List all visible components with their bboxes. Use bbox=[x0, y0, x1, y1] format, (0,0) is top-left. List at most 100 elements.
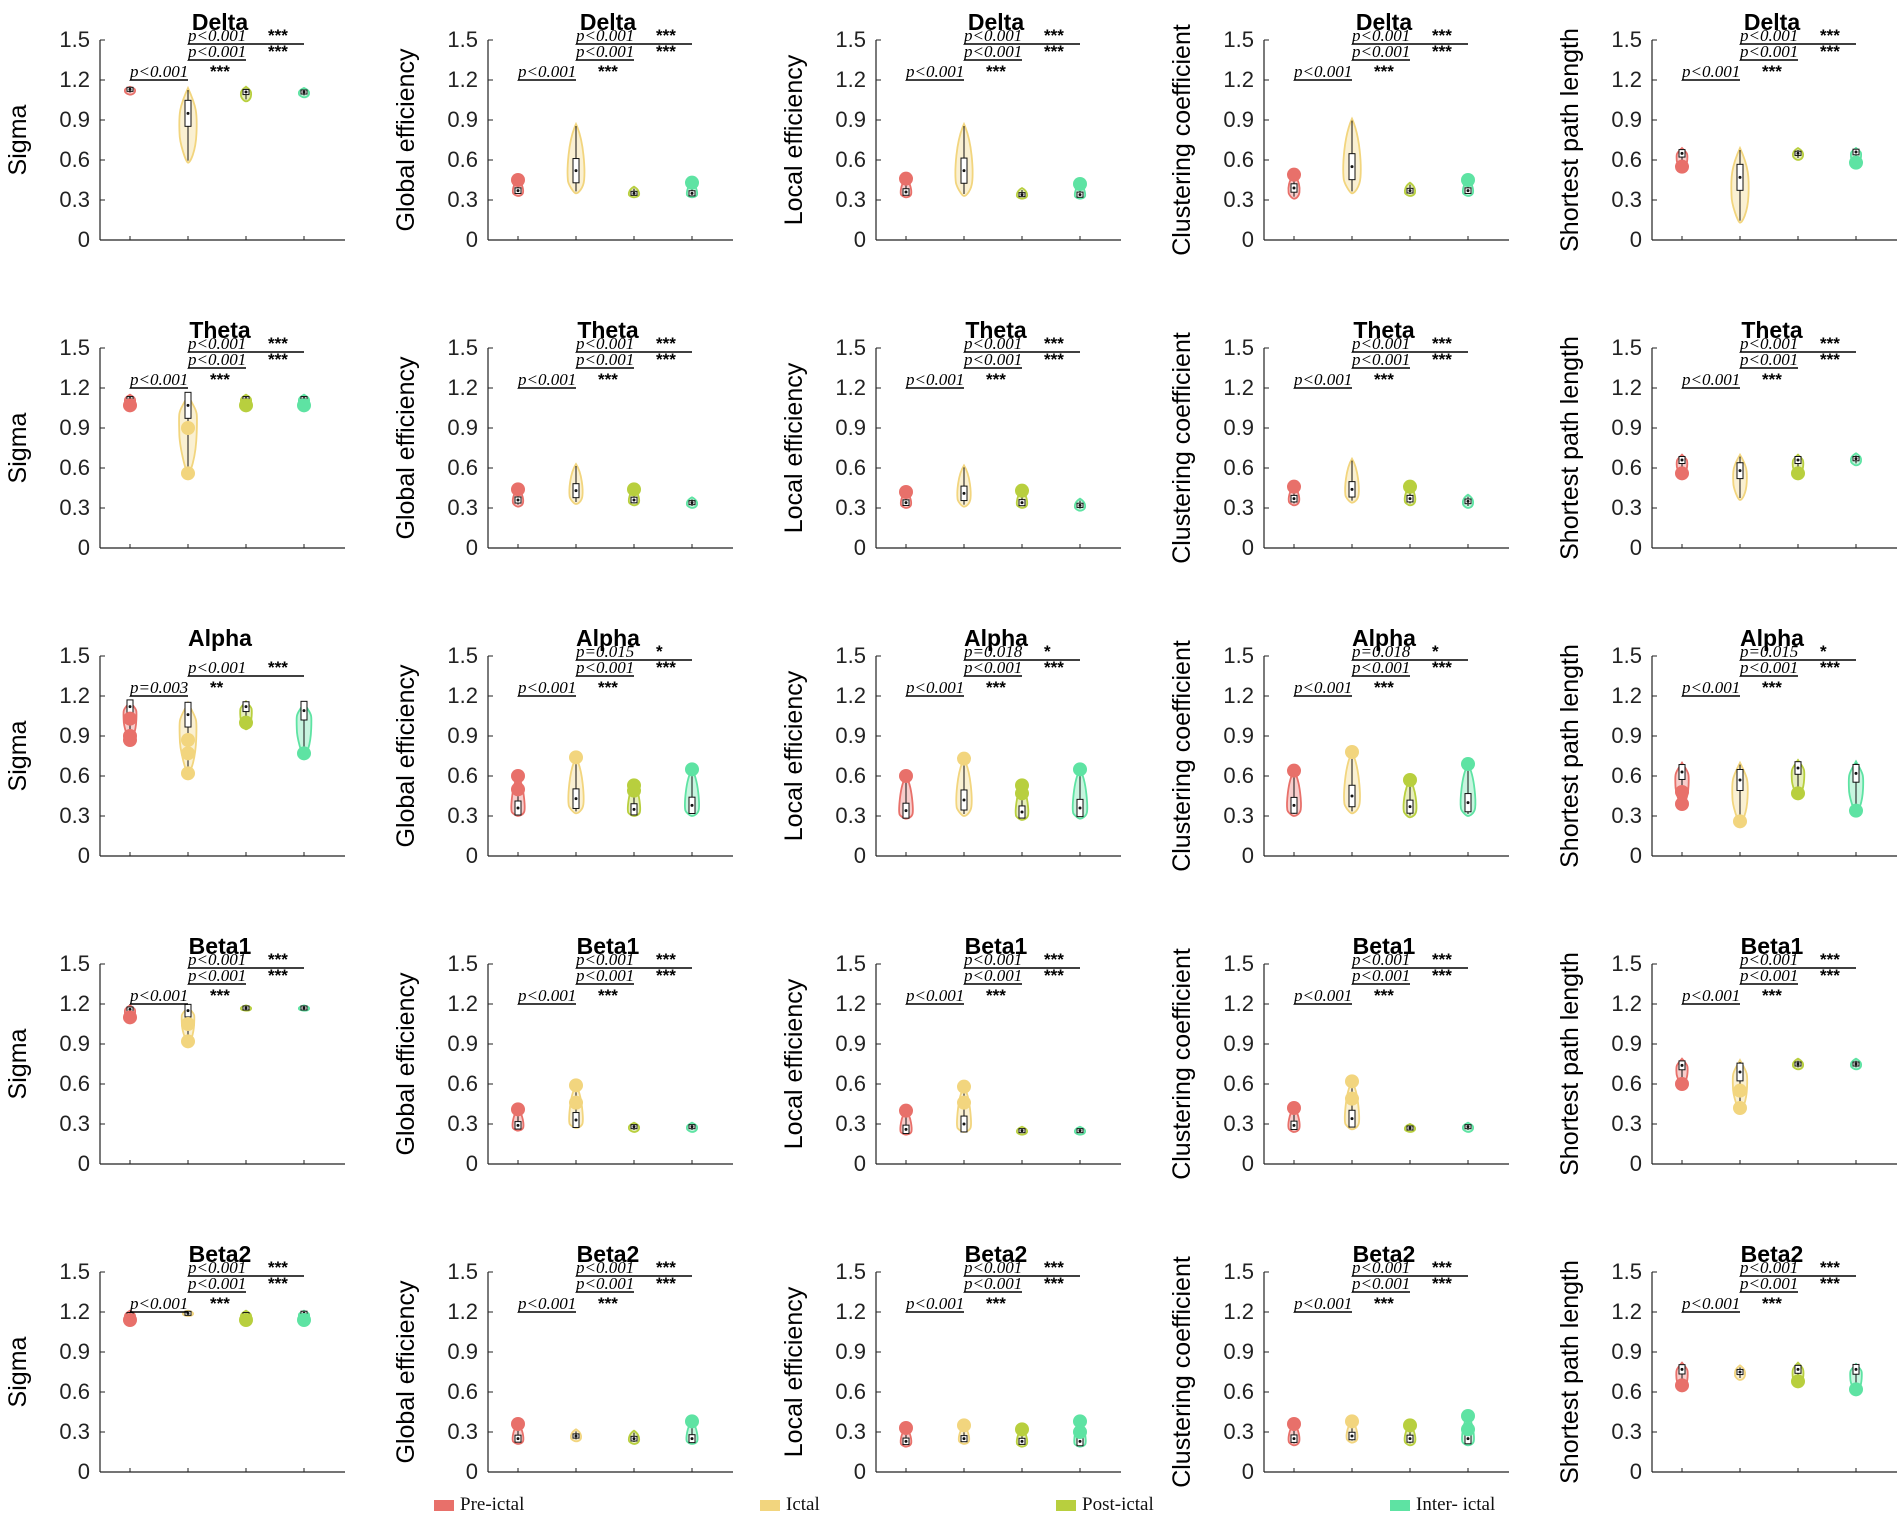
legend-item-inter-ictal: Inter- ictal bbox=[1390, 1494, 1495, 1516]
significance-label: p<0.001 bbox=[187, 966, 246, 985]
violin-median bbox=[574, 489, 578, 493]
significance-label: p<0.001 bbox=[1681, 986, 1740, 1005]
significance-stars: *** bbox=[598, 370, 618, 389]
legend-label-ictal: Ictal bbox=[786, 1494, 820, 1515]
y-axis-label: Local efficiency bbox=[780, 670, 808, 841]
significance-stars: * bbox=[656, 642, 663, 661]
y-tick-label: 1.5 bbox=[447, 951, 478, 976]
y-tick-label: 1.2 bbox=[59, 375, 90, 400]
outlier-point bbox=[181, 466, 195, 481]
outlier-point bbox=[1791, 466, 1805, 481]
significance-label: p<0.001 bbox=[517, 62, 576, 81]
violin-median bbox=[962, 169, 966, 173]
significance-stars: *** bbox=[1432, 1274, 1452, 1293]
chart-title: Alpha bbox=[576, 625, 640, 651]
y-tick-label: 0.9 bbox=[447, 1031, 478, 1056]
significance-label: p<0.001 bbox=[963, 1274, 1022, 1293]
significance-stars: *** bbox=[268, 26, 288, 45]
y-tick-label: 0.6 bbox=[1223, 1379, 1254, 1404]
outlier-point bbox=[1675, 466, 1689, 481]
chart-panel: Alpha Sigma 0 0.3 0.6 0.9 1.2 1.5 p=0.003 **p<0.0… bbox=[4, 625, 345, 868]
significance-label: p<0.001 bbox=[575, 26, 634, 45]
y-tick-label: 0 bbox=[1242, 843, 1254, 868]
y-tick-label: 0.9 bbox=[1611, 1339, 1642, 1364]
violin-median bbox=[574, 1434, 578, 1438]
legend-swatch-ictal bbox=[760, 1499, 780, 1511]
y-tick-label: 0.9 bbox=[59, 107, 90, 132]
y-tick-label: 1.2 bbox=[447, 1299, 478, 1324]
significance-label: p<0.001 bbox=[1739, 1258, 1798, 1277]
chart-title: Beta1 bbox=[1353, 933, 1416, 959]
significance-label: p<0.001 bbox=[963, 658, 1022, 677]
y-tick-label: 0.9 bbox=[447, 1339, 478, 1364]
significance-label: p<0.001 bbox=[575, 658, 634, 677]
violin-median bbox=[1078, 806, 1082, 810]
significance-stars: *** bbox=[1044, 334, 1064, 353]
significance-label: p=0.015 bbox=[1739, 642, 1798, 661]
chart-title: Beta1 bbox=[577, 933, 640, 959]
violin-median bbox=[632, 498, 636, 502]
chart-panel: Delta Shortest path length 0 0.3 0.6 0.9 1.2 1.… bbox=[1556, 9, 1897, 252]
y-tick-label: 0.6 bbox=[59, 763, 90, 788]
violin-median bbox=[904, 809, 908, 813]
significance-stars: *** bbox=[1432, 334, 1452, 353]
y-tick-label: 0.6 bbox=[1611, 763, 1642, 788]
outlier-point bbox=[511, 173, 525, 187]
significance-label: p<0.001 bbox=[129, 1294, 188, 1313]
chart-title: Delta bbox=[968, 9, 1024, 35]
y-tick-label: 1.5 bbox=[59, 1259, 90, 1284]
outlier-point bbox=[1287, 763, 1301, 778]
outlier-point bbox=[511, 782, 525, 797]
significance-stars: *** bbox=[1374, 62, 1394, 81]
violin-median bbox=[516, 806, 520, 810]
significance-label: p<0.001 bbox=[963, 950, 1022, 969]
violin-median bbox=[690, 501, 694, 505]
y-axis-label: Shortest path length bbox=[1556, 952, 1584, 1176]
significance-label: p<0.001 bbox=[963, 1258, 1022, 1277]
y-tick-label: 0.3 bbox=[1611, 1111, 1642, 1136]
y-tick-label: 0 bbox=[466, 1151, 478, 1176]
outlier-point bbox=[1461, 1422, 1475, 1437]
significance-stars: *** bbox=[1044, 658, 1064, 677]
violin-median bbox=[962, 491, 966, 495]
significance-stars: *** bbox=[1820, 966, 1840, 985]
violin-median bbox=[516, 498, 520, 502]
significance-label: p<0.001 bbox=[187, 1274, 246, 1293]
violin-median bbox=[690, 1437, 694, 1441]
outlier-point bbox=[957, 751, 971, 766]
outlier-point bbox=[1849, 803, 1863, 818]
significance-label: p<0.001 bbox=[129, 986, 188, 1005]
significance-stars: *** bbox=[986, 986, 1006, 1005]
significance-label: p<0.001 bbox=[575, 950, 634, 969]
y-axis-label: Global efficiency bbox=[392, 48, 420, 231]
chart-title: Theta bbox=[965, 317, 1027, 343]
y-tick-label: 1.5 bbox=[59, 951, 90, 976]
outlier-point bbox=[1675, 797, 1689, 811]
y-tick-label: 1.2 bbox=[1611, 67, 1642, 92]
y-tick-label: 1.5 bbox=[835, 643, 866, 668]
violin-median bbox=[1796, 1367, 1800, 1371]
significance-label: p<0.001 bbox=[1293, 370, 1352, 389]
y-tick-label: 0.6 bbox=[59, 455, 90, 480]
violin-median bbox=[1292, 497, 1296, 501]
y-tick-label: 1.5 bbox=[1223, 951, 1254, 976]
chart-panel: Beta2 Shortest path length 0 0.3 0.6 0.9 1.2 1.… bbox=[1556, 1241, 1897, 1484]
violin-median bbox=[128, 87, 132, 91]
violin-median bbox=[1020, 1439, 1024, 1443]
significance-stars: * bbox=[1432, 642, 1439, 661]
violin-median bbox=[1078, 193, 1082, 197]
violin-median bbox=[962, 798, 966, 802]
outlier-point bbox=[511, 1102, 525, 1117]
significance-label: p<0.001 bbox=[905, 986, 964, 1005]
y-tick-label: 0 bbox=[854, 843, 866, 868]
outlier-point bbox=[627, 482, 641, 497]
y-axis-label: Global efficiency bbox=[392, 1280, 420, 1463]
chart-panel: Beta1 Local efficiency 0 0.3 0.6 0.9 1.2 1.5 p<0… bbox=[780, 933, 1121, 1176]
violin-median bbox=[1796, 151, 1800, 155]
y-tick-label: 1.2 bbox=[1223, 991, 1254, 1016]
chart-panel: Delta Local efficiency 0 0.3 0.6 0.9 1.2 1.5 p<0… bbox=[780, 9, 1121, 252]
y-axis-label: Global efficiency bbox=[392, 356, 420, 539]
violin-median bbox=[1738, 469, 1742, 473]
violin-median bbox=[1854, 150, 1858, 154]
outlier-point bbox=[685, 1414, 699, 1429]
